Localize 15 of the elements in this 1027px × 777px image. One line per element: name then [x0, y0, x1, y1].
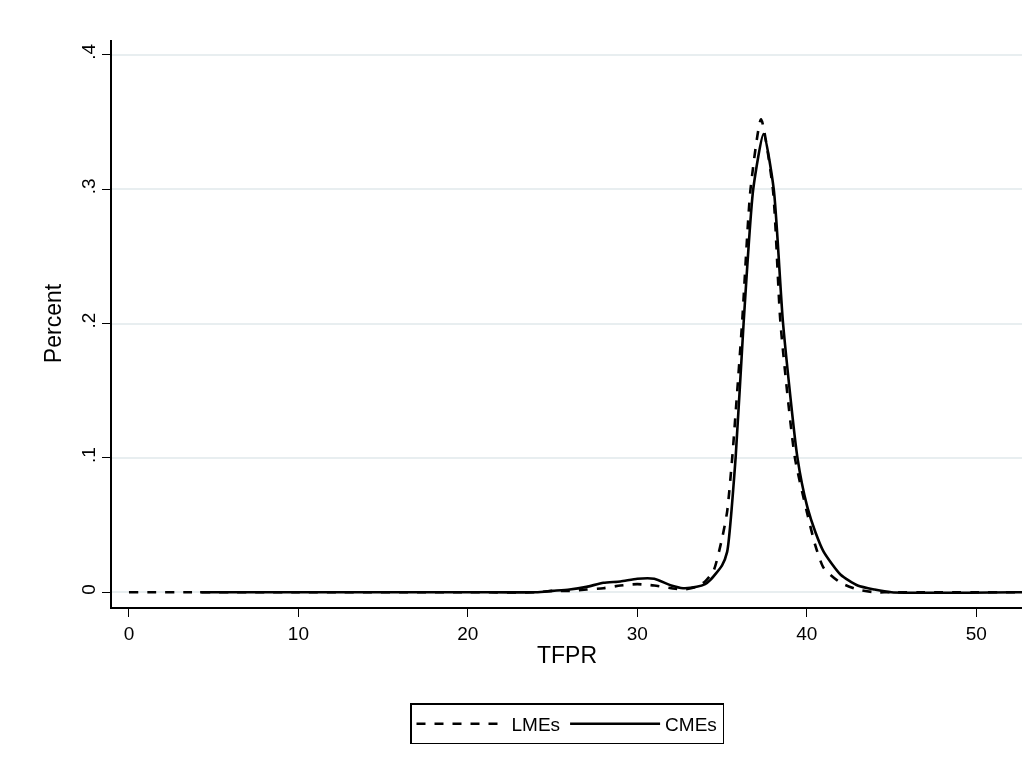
- y-tick-label: .3: [77, 178, 99, 195]
- legend-label: CMEs: [665, 714, 717, 736]
- x-tick-label: 30: [626, 622, 648, 644]
- y-tick-label: .4: [77, 43, 99, 60]
- x-axis-title: TFPR: [536, 641, 598, 668]
- x-tick-label: 10: [287, 622, 309, 644]
- legend-label: LMEs: [511, 714, 561, 736]
- y-tick-label: 0: [77, 584, 99, 595]
- y-tick-label: .1: [77, 447, 99, 463]
- x-tick-label: 40: [796, 622, 818, 644]
- y-tick-label: .2: [77, 312, 99, 329]
- x-tick-label: 0: [123, 622, 135, 644]
- x-tick-label: 50: [965, 622, 987, 644]
- x-tick-label: 20: [457, 622, 479, 644]
- y-axis-title: Percent: [39, 283, 66, 364]
